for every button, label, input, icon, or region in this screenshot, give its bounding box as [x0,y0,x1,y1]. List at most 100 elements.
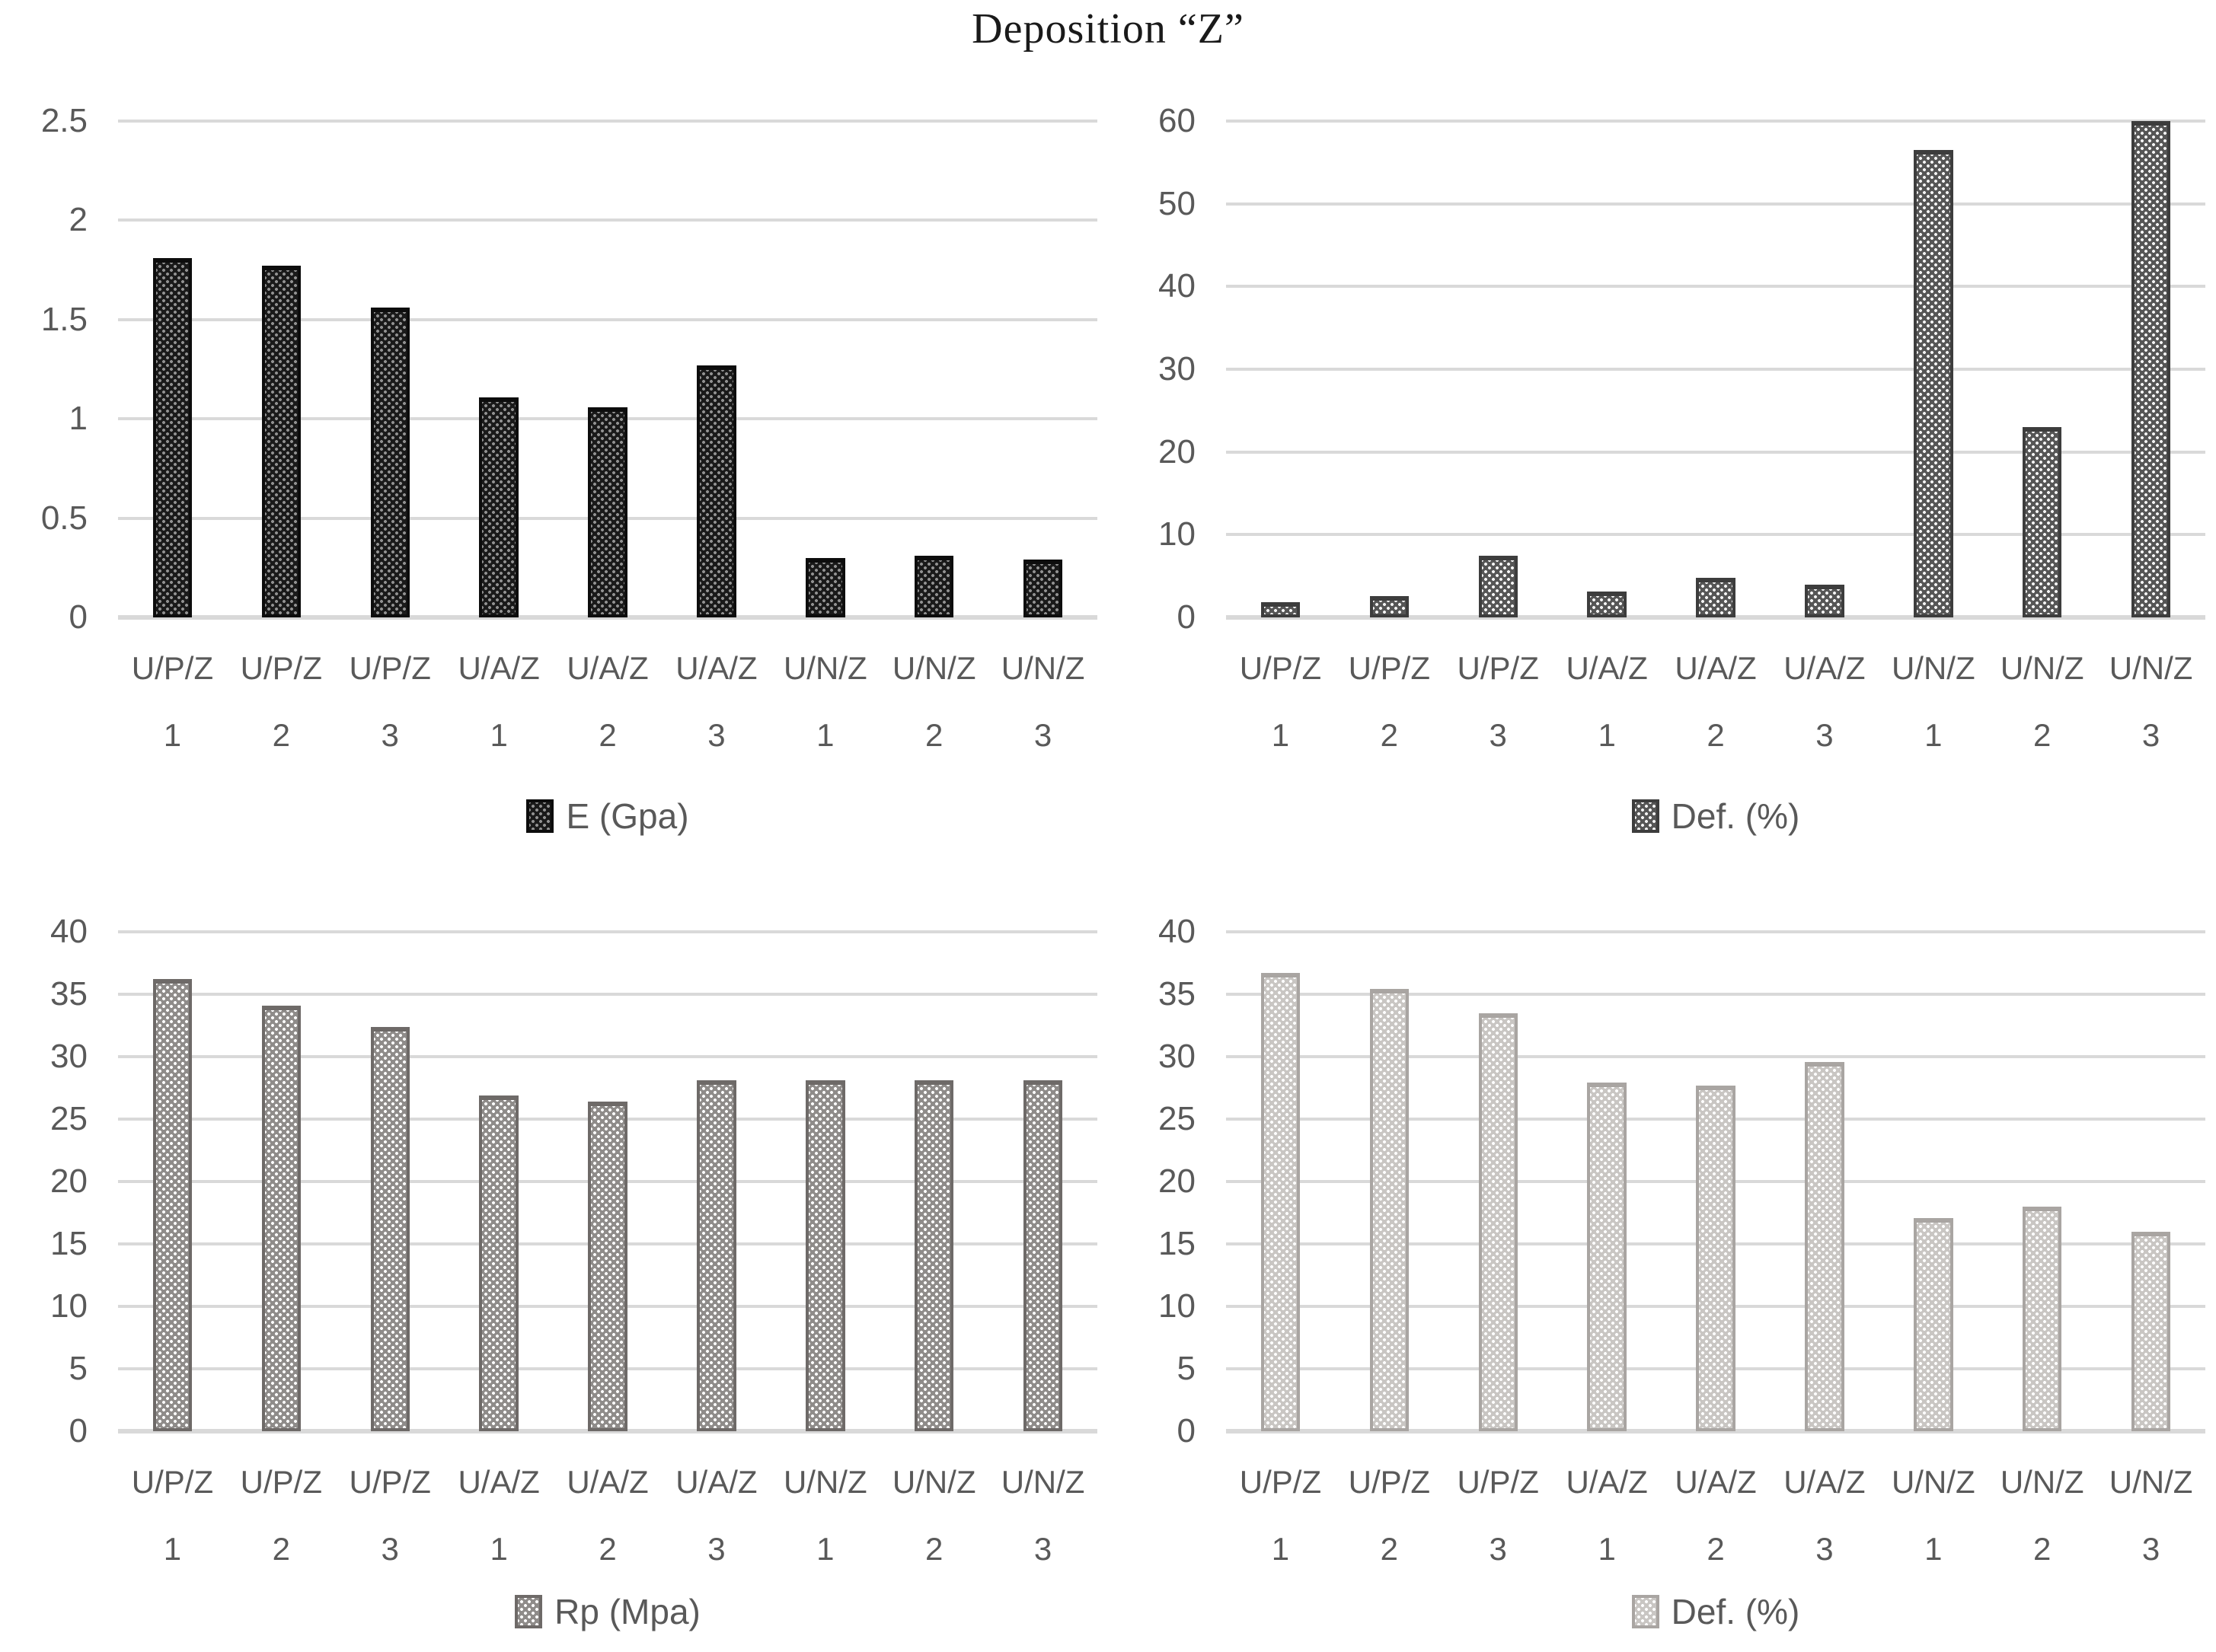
plot-row: 0 0.5 1 1.5 2 2.5 [0,102,1108,636]
plot-area [1226,120,2205,620]
bar [1260,602,1301,617]
bar-slot [336,121,445,617]
bar [1369,595,1410,617]
bar [1478,555,1518,617]
chart-e-gpa: 0 0.5 1 1.5 2 2.5 U/P/Z 1 U/P/Z 2 U/P/Z 3 U/A/Z 1 U/A… [0,61,1108,891]
gridline [118,615,1097,620]
bar-slot [1553,121,1662,617]
gridline [1226,368,2205,371]
bar-slot [1770,932,1879,1431]
bar-slot [1662,121,1771,617]
bar-slot [445,121,554,617]
x-category-label: U/P/Z 2 [227,1466,336,1565]
bar [1369,989,1410,1431]
bar [697,365,736,617]
y-axis: 0 0.5 1 1.5 2 2.5 [0,102,118,636]
gridline [1226,450,2205,454]
y-tick-label: 30 [1158,350,1196,387]
x-category-label: U/N/Z 3 [2096,652,2205,751]
x-category-label-line2: 1 [490,1531,508,1567]
x-category-label-line2: 2 [599,1531,617,1567]
y-tick-label: 1 [69,400,88,438]
y-tick-label: 1.5 [40,300,88,338]
x-category-label: U/A/Z 2 [554,652,663,751]
x-category-label-line1: U/P/Z [1239,650,1322,686]
x-category-label-line1: U/N/Z [892,1464,976,1500]
bar-slot [771,932,880,1431]
bar-slot [662,932,771,1431]
x-category-label: U/N/Z 2 [880,1466,988,1565]
gridline [1226,1055,2205,1058]
x-category-label-line1: U/N/Z [1891,650,1975,686]
bar [1805,1061,1844,1431]
x-category-label: U/A/Z 3 [662,1466,771,1565]
figure-title: Deposition “Z” [972,5,1244,53]
x-category-label-line2: 3 [381,1531,399,1567]
gridline [118,1429,1097,1434]
gridline [118,120,1097,123]
x-category-label: U/N/Z 2 [1988,652,2096,751]
x-category-label: U/N/Z 1 [1879,1466,1988,1565]
x-category-label-line1: U/A/Z [458,1464,540,1500]
y-tick-label: 30 [1158,1038,1196,1075]
x-category-label-line1: U/A/Z [567,1464,649,1500]
x-category-label-line2: 3 [2141,717,2160,753]
x-category-label: U/P/Z 1 [118,1466,227,1565]
bar-slot [1879,932,1988,1431]
x-category-label-line1: U/P/Z [131,650,214,686]
y-axis: 0 5 10 15 20 25 30 35 40 [1108,913,1226,1449]
x-category-label-line1: U/N/Z [892,650,976,686]
bar-slot [1988,121,2096,617]
x-category-label-line2: 3 [1815,717,1834,753]
x-category-label-line1: U/A/Z [1566,1464,1648,1500]
x-category-label: U/P/Z 1 [1226,1466,1335,1565]
x-category-label-line2: 3 [1815,1531,1834,1567]
legend-swatch-icon [1631,1595,1659,1628]
x-category-label-line1: U/N/Z [2000,1464,2084,1500]
x-category-label: U/P/Z 3 [336,652,445,751]
bar [1696,577,1735,617]
x-category-label-line1: U/P/Z [1348,1464,1430,1500]
bar-slot [227,121,336,617]
x-category-label-line2: 2 [1707,1531,1725,1567]
bar-slot [880,121,988,617]
x-category-label-line2: 3 [707,717,726,753]
legend: Rp (Mpa) [118,1591,1097,1632]
legend-label: Def. (%) [1671,796,1800,836]
y-tick-label: 50 [1158,184,1196,222]
x-category-label-line1: U/A/Z [675,1464,758,1500]
x-category-label-line2: 1 [1271,717,1290,753]
x-category-label-line2: 3 [1033,717,1052,753]
x-category-label-line1: U/P/Z [349,650,431,686]
x-category-label-line2: 2 [272,717,291,753]
x-category-label-line2: 2 [2033,717,2052,753]
bars-layer [118,932,1097,1431]
bar-slot [880,932,988,1431]
x-category-label-line1: U/N/Z [2000,650,2084,686]
x-category-label: U/A/Z 3 [1770,652,1879,751]
bar [1805,584,1844,617]
x-category-label: U/P/Z 2 [1335,652,1444,751]
x-category-label: U/A/Z 2 [1662,652,1771,751]
bar [152,979,193,1431]
bar-slot [1335,932,1444,1431]
y-tick-label: 40 [1158,913,1196,950]
bar-slot [1335,121,1444,617]
x-category-label-line2: 2 [1707,717,1725,753]
plot-area [118,120,1097,620]
x-category-label-line2: 2 [599,717,617,753]
bar [697,1080,736,1431]
bar [1914,1217,1953,1431]
gridline [1226,202,2205,206]
bar-slot [336,932,445,1431]
bar [914,556,954,617]
bar [1587,1083,1627,1431]
x-category-label-line2: 1 [1924,717,1943,753]
y-tick-label: 10 [1158,515,1196,553]
chart-def-pct-bottom: 0 5 10 15 20 25 30 35 40 U/P/Z 1 U/P/Z 2 U/P/Z 3 U/A/Z… [1108,891,2216,1652]
x-category-label-line1: U/P/Z [131,1464,214,1500]
x-category-label-line1: U/P/Z [1457,650,1539,686]
legend-label: E (Gpa) [566,796,689,836]
y-tick-label: 35 [50,975,88,1013]
